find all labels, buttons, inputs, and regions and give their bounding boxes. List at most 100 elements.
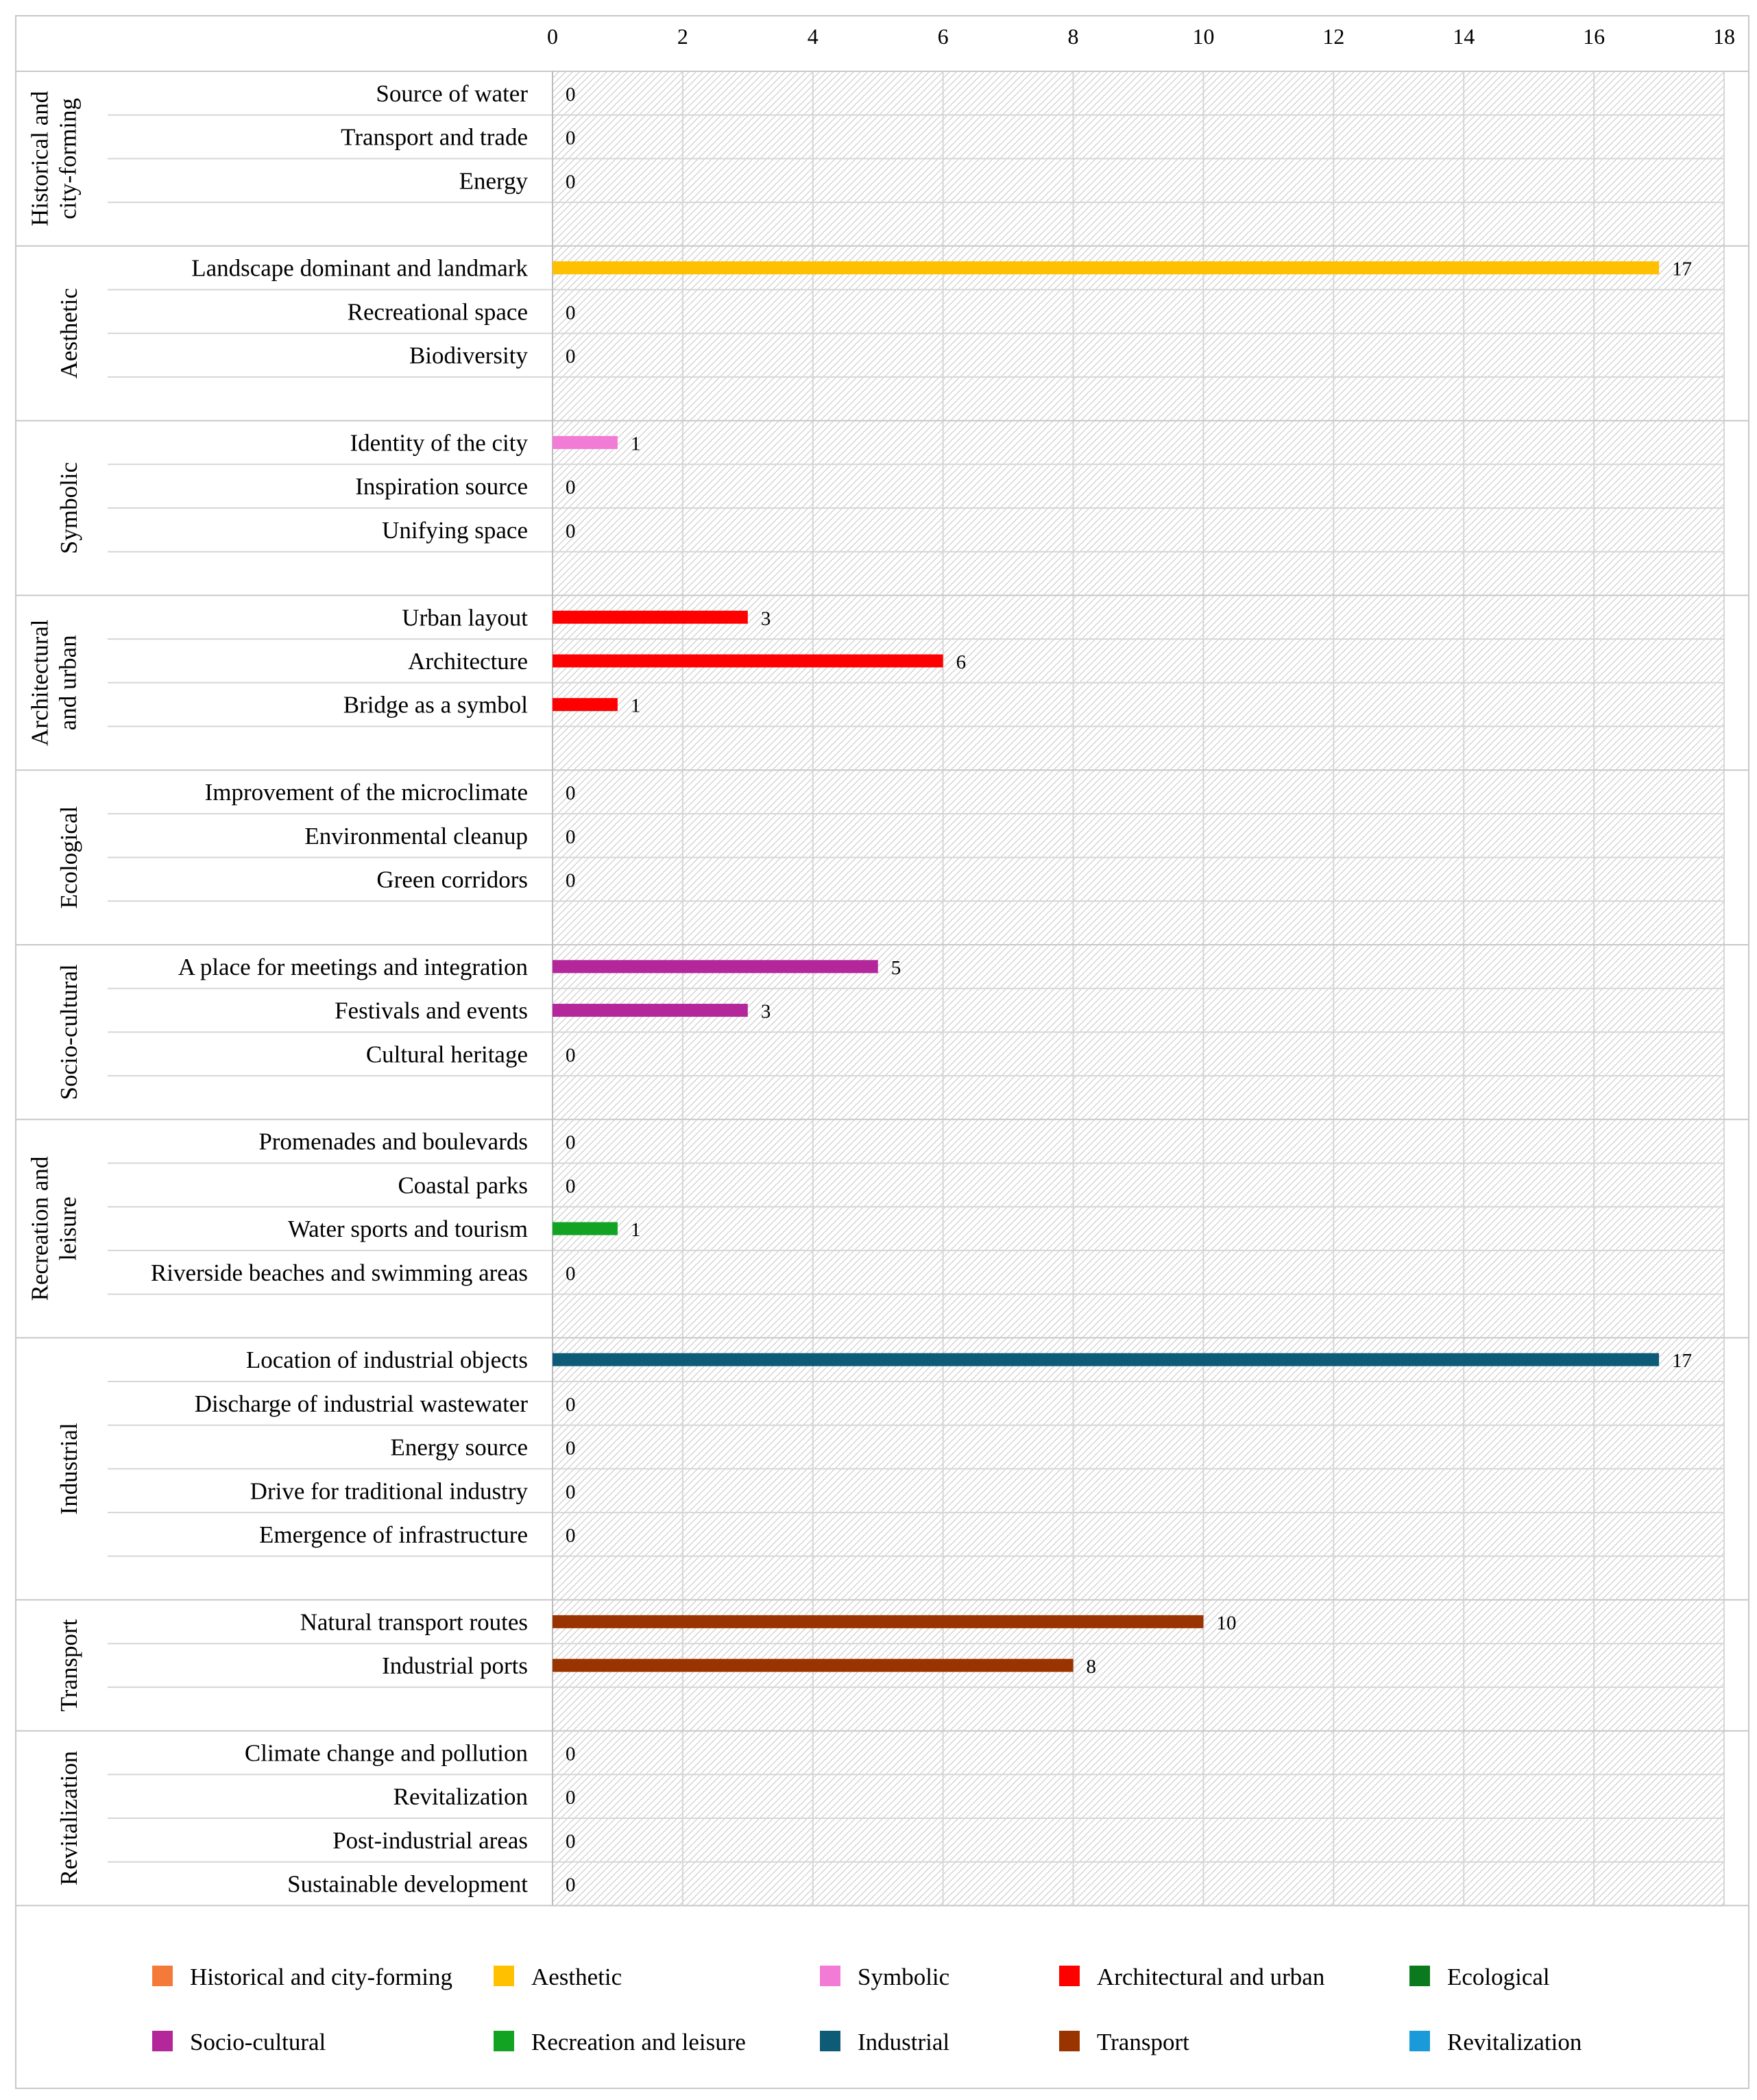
- category-label-inspiration-source: Inspiration source: [355, 473, 528, 500]
- data-label-natural-transport-routes: 10: [1216, 1612, 1236, 1634]
- data-label-urban-layout: 3: [761, 607, 771, 629]
- category-label-climate-change-and-pollution: Climate change and pollution: [245, 1739, 528, 1766]
- category-label-water-sports-and-tourism: Water sports and tourism: [288, 1216, 528, 1242]
- data-label-landscape-dominant-and-landmark: 17: [1672, 258, 1692, 280]
- category-label-natural-transport-routes: Natural transport routes: [300, 1608, 528, 1635]
- legend-swatch-ecological: [1409, 1966, 1430, 1986]
- group-label-transport: Transport: [56, 1619, 82, 1711]
- data-label-inspiration-source: 0: [566, 476, 576, 498]
- legend-label-revitalization: Revitalization: [1447, 2029, 1582, 2055]
- category-label-riverside-beaches-and-swimming-areas: Riverside beaches and swimming areas: [151, 1259, 528, 1286]
- bar-festivals-and-events: [553, 1004, 748, 1017]
- data-label-discharge-of-industrial-wastewater: 0: [566, 1394, 576, 1416]
- legend-swatch-socio-cultural: [152, 2031, 173, 2051]
- data-label-riverside-beaches-and-swimming-areas: 0: [566, 1263, 576, 1285]
- category-label-urban-layout: Urban layout: [402, 604, 528, 631]
- group-label-architectural-and-urban: Architecturaland urban: [27, 619, 82, 746]
- data-label-energy-source: 0: [566, 1438, 576, 1460]
- data-label-environmental-cleanup: 0: [566, 826, 576, 848]
- x-tick-label: 6: [938, 24, 949, 49]
- data-label-architecture: 6: [956, 651, 967, 673]
- legend-label-ecological: Ecological: [1447, 1964, 1550, 1990]
- category-label-landscape-dominant-and-landmark: Landscape dominant and landmark: [191, 255, 528, 282]
- legend-swatch-transport: [1059, 2031, 1080, 2051]
- bar-water-sports-and-tourism: [553, 1222, 618, 1235]
- group-label-symbolic: Symbolic: [56, 462, 82, 554]
- category-label-bridge-as-a-symbol: Bridge as a symbol: [343, 692, 529, 719]
- data-label-location-of-industrial-objects: 17: [1672, 1350, 1692, 1372]
- category-label-emergence-of-infrastructure: Emergence of infrastructure: [259, 1521, 528, 1548]
- category-label-drive-for-traditional-industry: Drive for traditional industry: [250, 1477, 529, 1504]
- bar-a-place-for-meetings-and-integration: [553, 960, 878, 974]
- data-label-drive-for-traditional-industry: 0: [566, 1481, 576, 1503]
- category-label-discharge-of-industrial-wastewater: Discharge of industrial wastewater: [195, 1390, 529, 1417]
- legend-swatch-recreation-and-leisure: [494, 2031, 514, 2051]
- bar-industrial-ports: [553, 1658, 1074, 1672]
- data-label-emergence-of-infrastructure: 0: [566, 1525, 576, 1547]
- legend-label-transport: Transport: [1097, 2029, 1189, 2055]
- x-tick-label: 12: [1322, 24, 1344, 49]
- category-label-post-industrial-areas: Post-industrial areas: [332, 1827, 528, 1854]
- data-label-recreational-space: 0: [566, 302, 576, 324]
- category-label-location-of-industrial-objects: Location of industrial objects: [246, 1347, 528, 1373]
- category-label-improvement-of-the-microclimate: Improvement of the microclimate: [205, 779, 528, 806]
- bar-identity-of-the-city: [553, 435, 618, 449]
- legend-label-socio-cultural: Socio-cultural: [190, 2029, 326, 2055]
- category-label-identity-of-the-city: Identity of the city: [350, 429, 528, 456]
- data-label-bridge-as-a-symbol: 1: [631, 695, 641, 717]
- group-label-recreation-and-leisure: Recreation andleisure: [27, 1156, 82, 1301]
- legend-label-aesthetic: Aesthetic: [531, 1964, 622, 1990]
- data-label-festivals-and-events: 3: [761, 1001, 771, 1023]
- x-tick-label: 10: [1192, 24, 1214, 49]
- bar-landscape-dominant-and-landmark: [553, 261, 1660, 275]
- group-label-socio-cultural: Socio-cultural: [56, 964, 82, 1100]
- data-label-climate-change-and-pollution: 0: [566, 1743, 576, 1765]
- legend-label-architectural-and-urban: Architectural and urban: [1097, 1964, 1324, 1990]
- group-label-revitalization: Revitalization: [56, 1751, 82, 1885]
- category-label-biodiversity: Biodiversity: [409, 342, 529, 369]
- legend-swatch-revitalization: [1409, 2031, 1430, 2051]
- data-label-water-sports-and-tourism: 1: [631, 1219, 641, 1241]
- category-label-promenades-and-boulevards: Promenades and boulevards: [258, 1129, 528, 1155]
- data-label-industrial-ports: 8: [1087, 1656, 1097, 1678]
- x-tick-label: 4: [808, 24, 819, 49]
- data-label-biodiversity: 0: [566, 346, 576, 367]
- x-tick-label: 8: [1068, 24, 1079, 49]
- category-label-energy: Energy: [459, 167, 529, 194]
- data-label-coastal-parks: 0: [566, 1175, 576, 1197]
- data-label-unifying-space: 0: [566, 520, 576, 542]
- data-label-revitalization: 0: [566, 1787, 576, 1809]
- bar-bridge-as-a-symbol: [553, 698, 618, 712]
- x-tick-label: 16: [1583, 24, 1605, 49]
- legend-label-historical-and-city-forming: Historical and city-forming: [190, 1964, 452, 1990]
- legend-label-recreation-and-leisure: Recreation and leisure: [531, 2029, 746, 2055]
- data-label-green-corridors: 0: [566, 869, 576, 891]
- legend-swatch-architectural-and-urban: [1059, 1966, 1080, 1986]
- category-label-sustainable-development: Sustainable development: [287, 1871, 528, 1898]
- group-label-ecological: Ecological: [56, 806, 82, 908]
- x-tick-label: 14: [1453, 24, 1475, 49]
- x-tick-label: 18: [1713, 24, 1735, 49]
- legend-swatch-aesthetic: [494, 1966, 514, 1986]
- category-label-unifying-space: Unifying space: [382, 517, 528, 544]
- bar-urban-layout: [553, 610, 748, 624]
- data-label-cultural-heritage: 0: [566, 1044, 576, 1066]
- data-label-identity-of-the-city: 1: [631, 433, 641, 455]
- legend-label-industrial: Industrial: [858, 2029, 949, 2055]
- group-label-historical-and-city-forming: Historical andcity-forming: [27, 90, 82, 226]
- data-label-sustainable-development: 0: [566, 1874, 576, 1896]
- category-label-energy-source: Energy source: [390, 1434, 528, 1461]
- category-label-architecture: Architecture: [408, 648, 528, 675]
- category-label-industrial-ports: Industrial ports: [382, 1652, 528, 1679]
- category-label-revitalization: Revitalization: [393, 1783, 528, 1810]
- category-label-green-corridors: Green corridors: [376, 866, 528, 893]
- category-label-coastal-parks: Coastal parks: [398, 1172, 528, 1198]
- data-label-energy: 0: [566, 171, 576, 193]
- category-label-source-of-water: Source of water: [376, 80, 528, 107]
- legend-swatch-symbolic: [820, 1966, 840, 1986]
- category-label-festivals-and-events: Festivals and events: [335, 998, 528, 1024]
- data-label-source-of-water: 0: [566, 84, 576, 106]
- data-label-improvement-of-the-microclimate: 0: [566, 782, 576, 804]
